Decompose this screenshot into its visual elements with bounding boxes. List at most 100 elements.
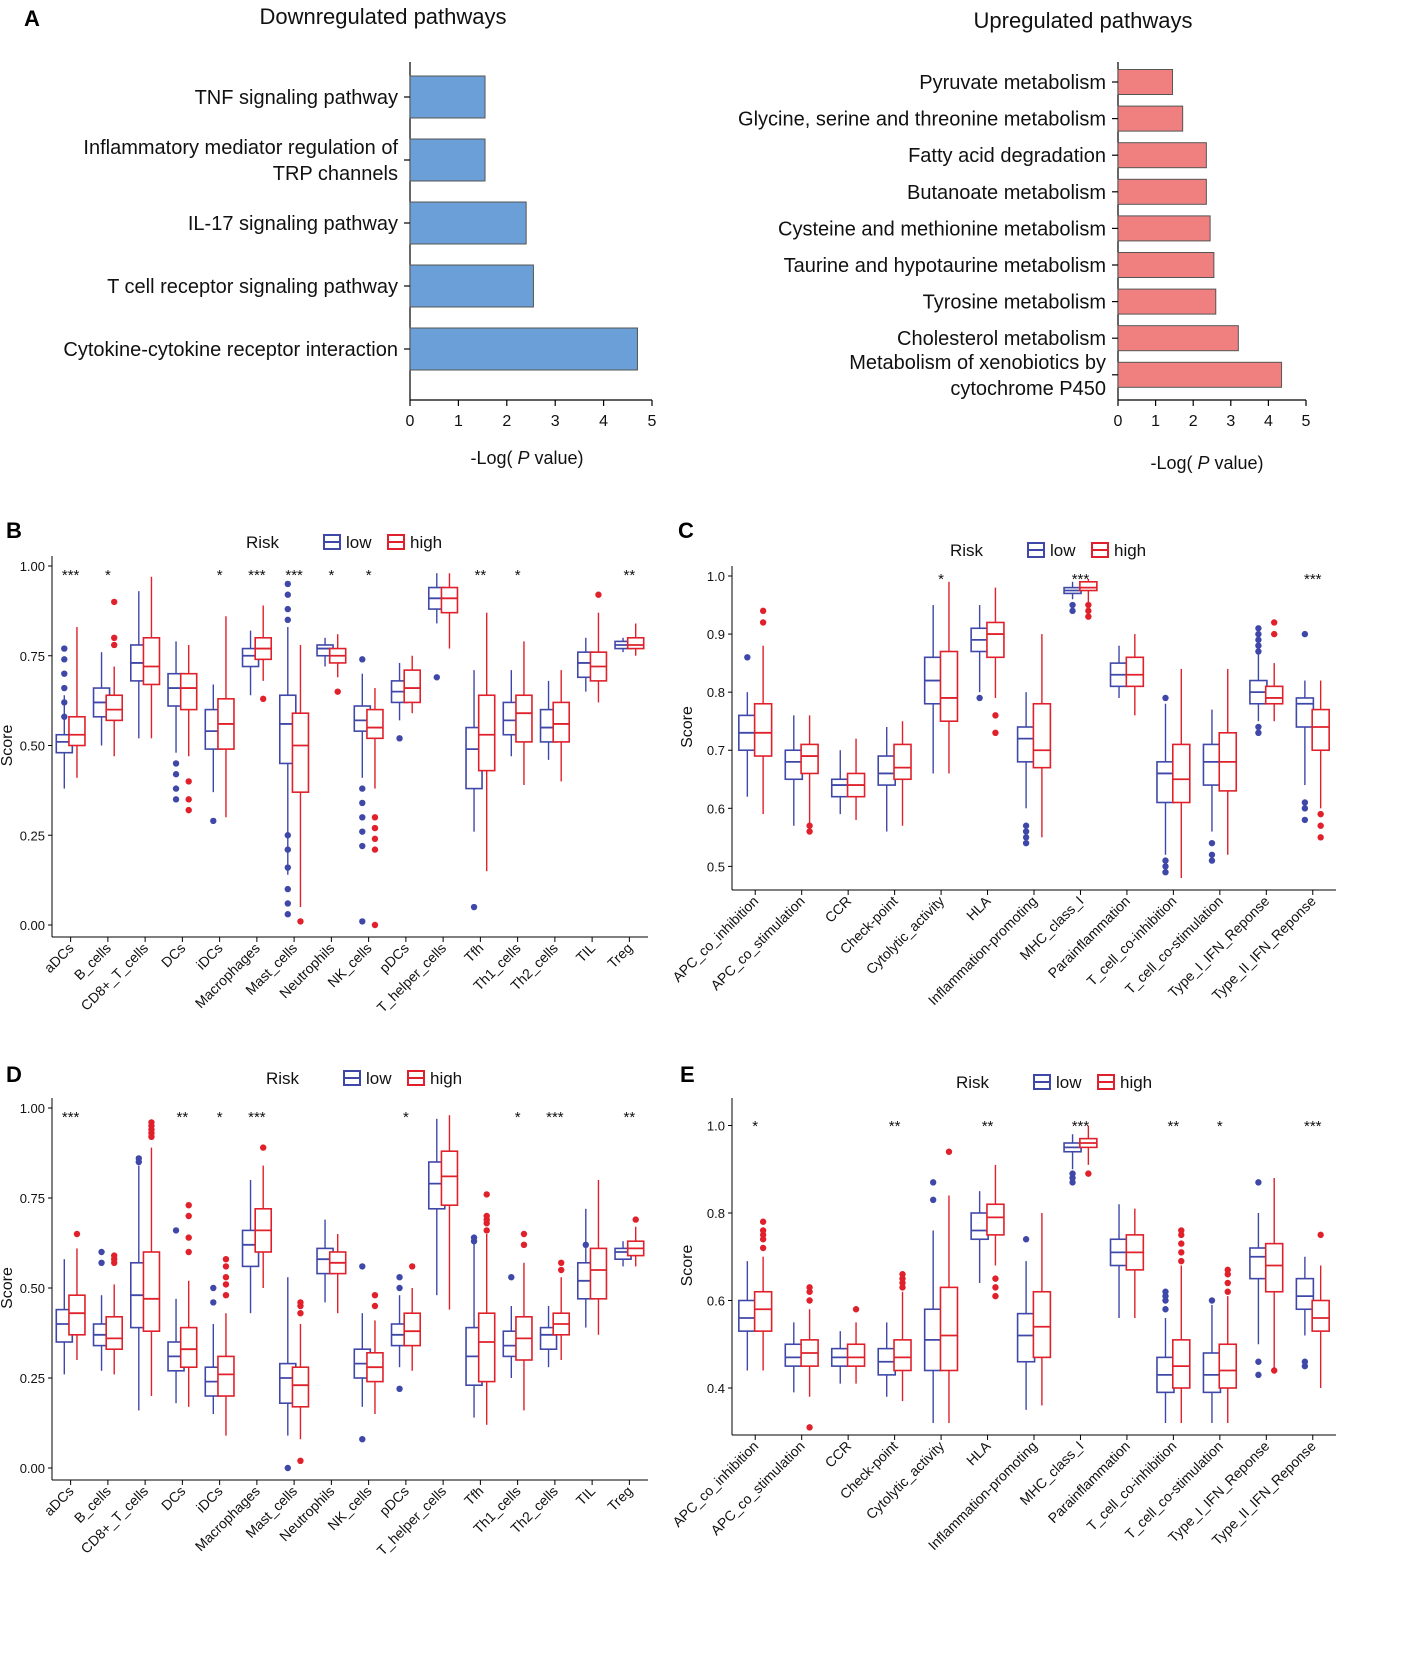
outlier [61, 713, 68, 720]
outlier [359, 1436, 366, 1443]
significance-label: * [105, 567, 111, 584]
outlier [1162, 1306, 1169, 1313]
y-tick-label: 0.00 [20, 918, 45, 933]
legend-low-label: low [1050, 541, 1076, 560]
outlier [297, 1299, 304, 1306]
outlier [297, 1457, 304, 1465]
outlier [1178, 1227, 1185, 1234]
bar [1117, 105, 1184, 132]
bar-label: Cytokine-cytokine receptor interaction [63, 339, 398, 361]
outlier [284, 832, 291, 839]
outlier [1317, 1231, 1324, 1239]
box [1249, 1247, 1268, 1280]
box [291, 1366, 310, 1408]
bar-chart-up: Upregulated pathways 0 1 2 3 4 5 Pyruvate metab… [738, 8, 1311, 473]
legend-low-label: low [366, 1069, 392, 1088]
outlier [396, 1284, 403, 1292]
outlier [1255, 625, 1262, 632]
x-tick-label: T_cell_co-inhibition [1083, 1438, 1179, 1534]
x-tick-label: Parainflammation [1045, 1438, 1133, 1526]
outlier [210, 1299, 217, 1306]
box [1032, 702, 1052, 769]
outlier [61, 645, 68, 652]
outlier [1069, 607, 1076, 615]
significance-label: *** [1304, 571, 1322, 588]
bar-label: Cysteine and methionine metabolism [778, 218, 1106, 240]
bar [1117, 288, 1217, 315]
outlier [172, 785, 180, 792]
outlier [185, 778, 192, 785]
bar-label: Butanoate metabolism [907, 182, 1106, 204]
significance-label: ** [982, 1118, 994, 1135]
box [738, 1299, 757, 1332]
box [515, 694, 533, 743]
panel-label: E [680, 1062, 695, 1087]
outlier [992, 712, 999, 719]
box [1171, 1339, 1191, 1389]
outlier [222, 1256, 230, 1263]
outlier [595, 591, 602, 598]
outlier [483, 1227, 490, 1234]
outlier [1301, 805, 1309, 812]
box [970, 1212, 989, 1241]
outlier [359, 799, 366, 807]
bar-label: Cholesterol metabolism [897, 328, 1106, 350]
significance-label: * [515, 567, 521, 584]
outlier [1022, 839, 1030, 847]
outlier [371, 1292, 379, 1299]
outlier [359, 842, 366, 850]
outlier [1022, 828, 1030, 835]
bar-label: Taurine and hypotaurine metabolism [784, 255, 1106, 277]
outlier [1178, 1257, 1185, 1265]
outlier [210, 1284, 217, 1292]
outlier [470, 1234, 478, 1241]
outlier [582, 1241, 589, 1249]
significance-label: * [217, 567, 223, 584]
bar [409, 327, 638, 371]
box-chart-d: D Risk low high0.000.250.500.751.00Score***… [0, 1062, 648, 1559]
outlier [359, 656, 366, 663]
outlier [992, 1292, 999, 1300]
bar [1117, 325, 1239, 352]
box [68, 1294, 86, 1336]
significance-label: *** [1072, 571, 1090, 588]
significance-label: ** [1168, 1118, 1180, 1135]
outlier [744, 654, 751, 661]
x-tick-label: 3 [1226, 413, 1235, 430]
outlier [976, 694, 983, 702]
outlier [1208, 839, 1216, 847]
outlier [1271, 1367, 1278, 1374]
outlier [1224, 1279, 1231, 1287]
box [830, 778, 850, 798]
panel-label: D [6, 1062, 22, 1087]
outlier [396, 735, 403, 742]
significance-label: ** [177, 1109, 189, 1126]
x-tick-label: 1 [454, 413, 463, 430]
box [477, 1312, 496, 1383]
outlier [359, 1263, 366, 1270]
box [986, 621, 1005, 659]
outlier [1224, 1271, 1231, 1278]
significance-label: ** [889, 1118, 901, 1135]
x-tick-label: Treg [604, 940, 635, 971]
outlier [297, 918, 304, 925]
outlier [371, 846, 379, 853]
x-tick-label: APC_co_inhibition [669, 1438, 761, 1530]
outlier [284, 900, 291, 907]
x-tick-label: Parainflammation [1045, 893, 1133, 981]
significance-label: *** [248, 1109, 266, 1126]
outlier [1022, 1236, 1030, 1243]
box [1079, 581, 1098, 592]
outlier [98, 1259, 105, 1267]
box [1311, 708, 1330, 752]
outlier [1255, 1179, 1262, 1186]
panel-label: B [6, 518, 22, 543]
outlier [284, 591, 291, 598]
y-tick-label: 1.00 [20, 1101, 45, 1116]
outlier [1085, 601, 1092, 609]
outlier [1208, 851, 1216, 858]
bar-label: Fatty acid degradation [908, 145, 1106, 167]
outlier [284, 605, 291, 613]
box [877, 755, 897, 786]
